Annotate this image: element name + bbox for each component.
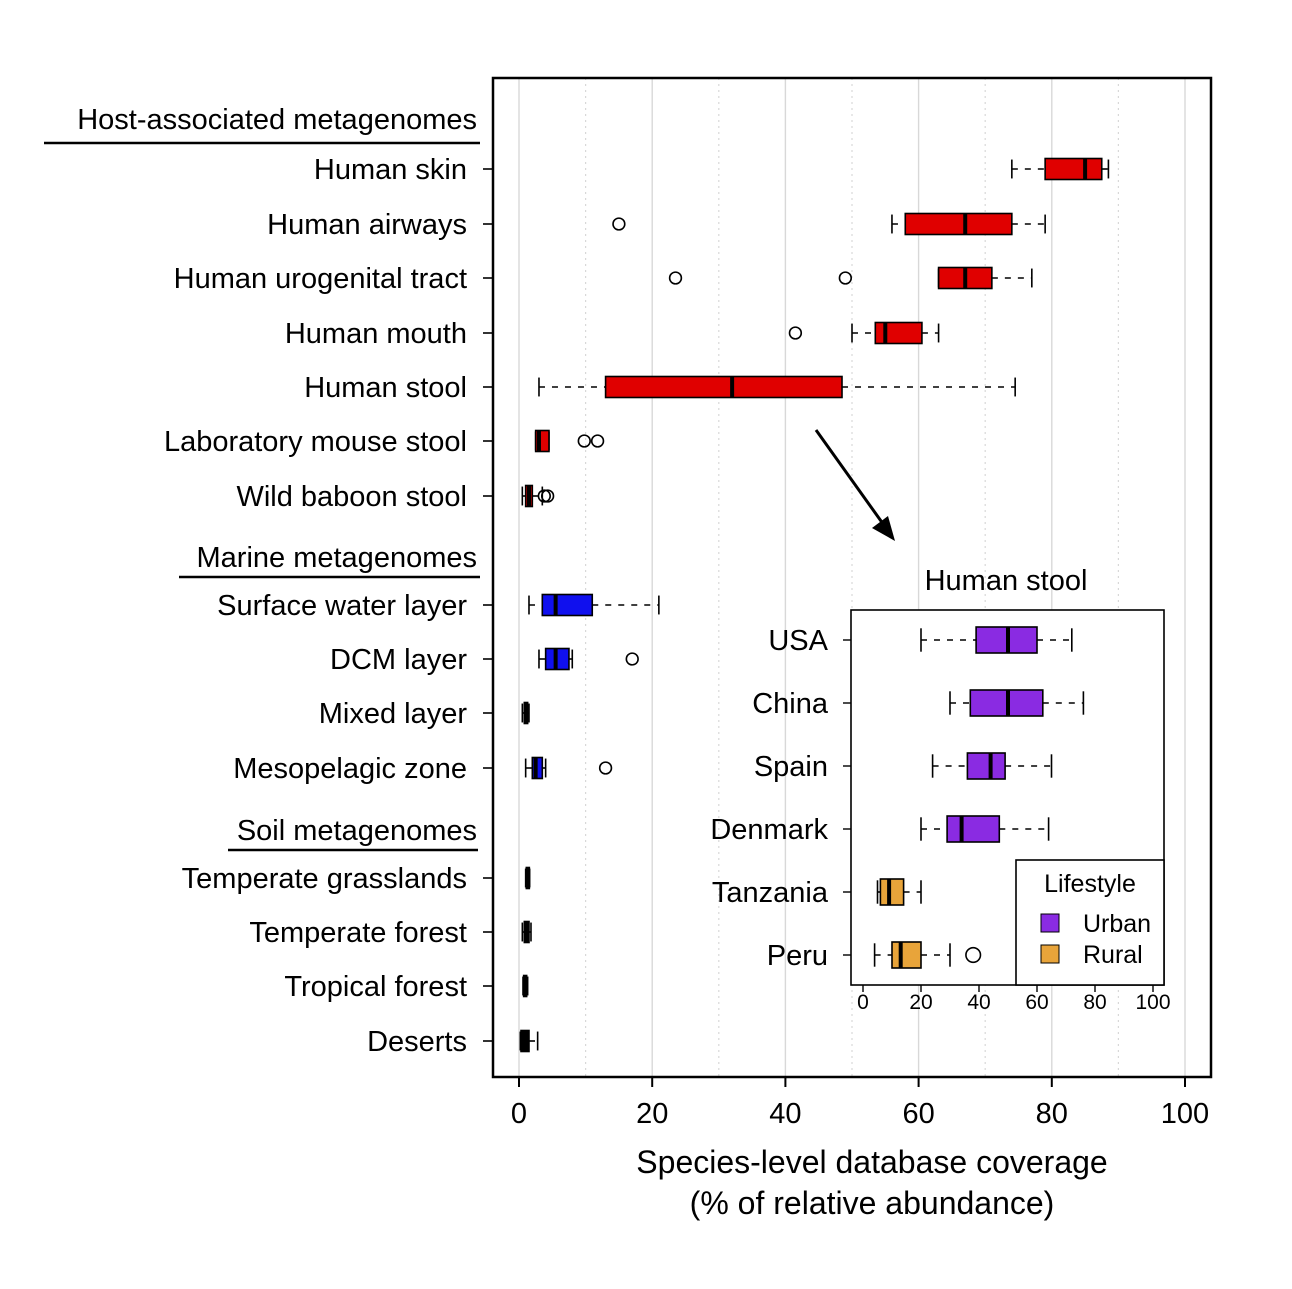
legend-swatch xyxy=(1040,913,1060,933)
category-label: Temperate grasslands xyxy=(182,863,467,895)
inset-x-tick-label: 60 xyxy=(1025,991,1048,1014)
box-outlier xyxy=(537,489,551,503)
category-label: Human urogenital tract xyxy=(174,263,467,295)
inset-category-label: Peru xyxy=(767,940,828,972)
box-box xyxy=(1044,157,1103,181)
inset-box-box xyxy=(946,815,1001,843)
inset-box-box xyxy=(966,752,1006,780)
inset-x-tick-label: 40 xyxy=(967,991,990,1014)
legend-entry: Rural xyxy=(1083,941,1143,969)
x-axis: 0 20 40 60 80 100 xyxy=(491,76,1213,1130)
group-label: Marine metagenomes xyxy=(197,542,477,574)
inset-frame xyxy=(850,609,1165,986)
category-label: Human mouth xyxy=(285,318,467,350)
x-tick-label: 20 xyxy=(636,1098,668,1130)
inset-category-label: Spain xyxy=(754,751,828,783)
pointer-arrowhead xyxy=(872,516,895,541)
box-outlier xyxy=(590,434,605,448)
category-label: Human stool xyxy=(304,372,467,404)
inset-x-tick-label: 100 xyxy=(1135,991,1170,1014)
inset-category-label: China xyxy=(752,688,829,720)
legend-title: Lifestyle xyxy=(1044,870,1136,898)
box-outlier xyxy=(612,217,626,231)
category-label: Deserts xyxy=(367,1026,467,1058)
legend-swatch xyxy=(1040,944,1060,964)
inset-box-box xyxy=(891,941,922,969)
box-box xyxy=(874,321,923,345)
box-outlier xyxy=(598,761,613,775)
group-label: Host-associated metagenomes xyxy=(77,104,477,136)
box-outlier xyxy=(788,326,803,340)
box-box xyxy=(541,593,594,617)
box-outlier xyxy=(838,271,853,285)
x-tick-label: 60 xyxy=(902,1098,934,1130)
inset-category-label: USA xyxy=(768,625,828,657)
x-tick-label: 100 xyxy=(1161,1098,1209,1130)
group-label: Soil metagenomes xyxy=(237,815,477,847)
inset-x-tick-label: 0 xyxy=(857,991,869,1014)
x-tick-label: 0 xyxy=(511,1098,527,1130)
inset-x-tick-label: 80 xyxy=(1083,991,1106,1014)
category-label: DCM layer xyxy=(330,644,467,676)
box-outlier xyxy=(540,489,555,503)
x-tick-label: 40 xyxy=(769,1098,801,1130)
inset-category-label: Denmark xyxy=(710,814,828,846)
category-label: Mesopelagic zone xyxy=(233,753,467,785)
category-label: Wild baboon stool xyxy=(236,481,467,513)
category-label: Surface water layer xyxy=(217,590,467,622)
x-axis-label-line1: Species-level database coverage xyxy=(636,1144,1107,1180)
inset-boxplot: Human stool USA China Spain Denmark Tanzania P… xyxy=(710,565,1170,1014)
box-outlier xyxy=(577,434,591,448)
category-label: Human airways xyxy=(267,209,467,241)
pointer-arrow xyxy=(814,429,888,529)
box-outlier xyxy=(668,271,683,285)
inset-box-outlier xyxy=(965,946,982,964)
box-outlier xyxy=(625,652,639,666)
inset-category-label: Tanzania xyxy=(712,877,829,909)
plot-frame xyxy=(491,76,1213,1079)
inset-x-tick-label: 20 xyxy=(909,991,932,1014)
category-label: Tropical forest xyxy=(284,971,467,1003)
category-label: Mixed layer xyxy=(319,698,468,730)
inset-title: Human stool xyxy=(925,565,1088,597)
category-label: Human skin xyxy=(314,154,467,186)
box-box xyxy=(904,212,1013,236)
box-box xyxy=(604,375,843,399)
category-label: Laboratory mouse stool xyxy=(164,426,467,458)
category-label: Temperate forest xyxy=(249,917,467,949)
x-tick-label: 80 xyxy=(1036,1098,1068,1130)
x-axis-label-line2: (% of relative abundance) xyxy=(690,1185,1055,1221)
legend-entry: Urban xyxy=(1083,910,1151,938)
inset-box-box xyxy=(879,878,905,906)
main-boxplot: Host-associated metagenomes Human skin Hum… xyxy=(44,104,1110,1058)
